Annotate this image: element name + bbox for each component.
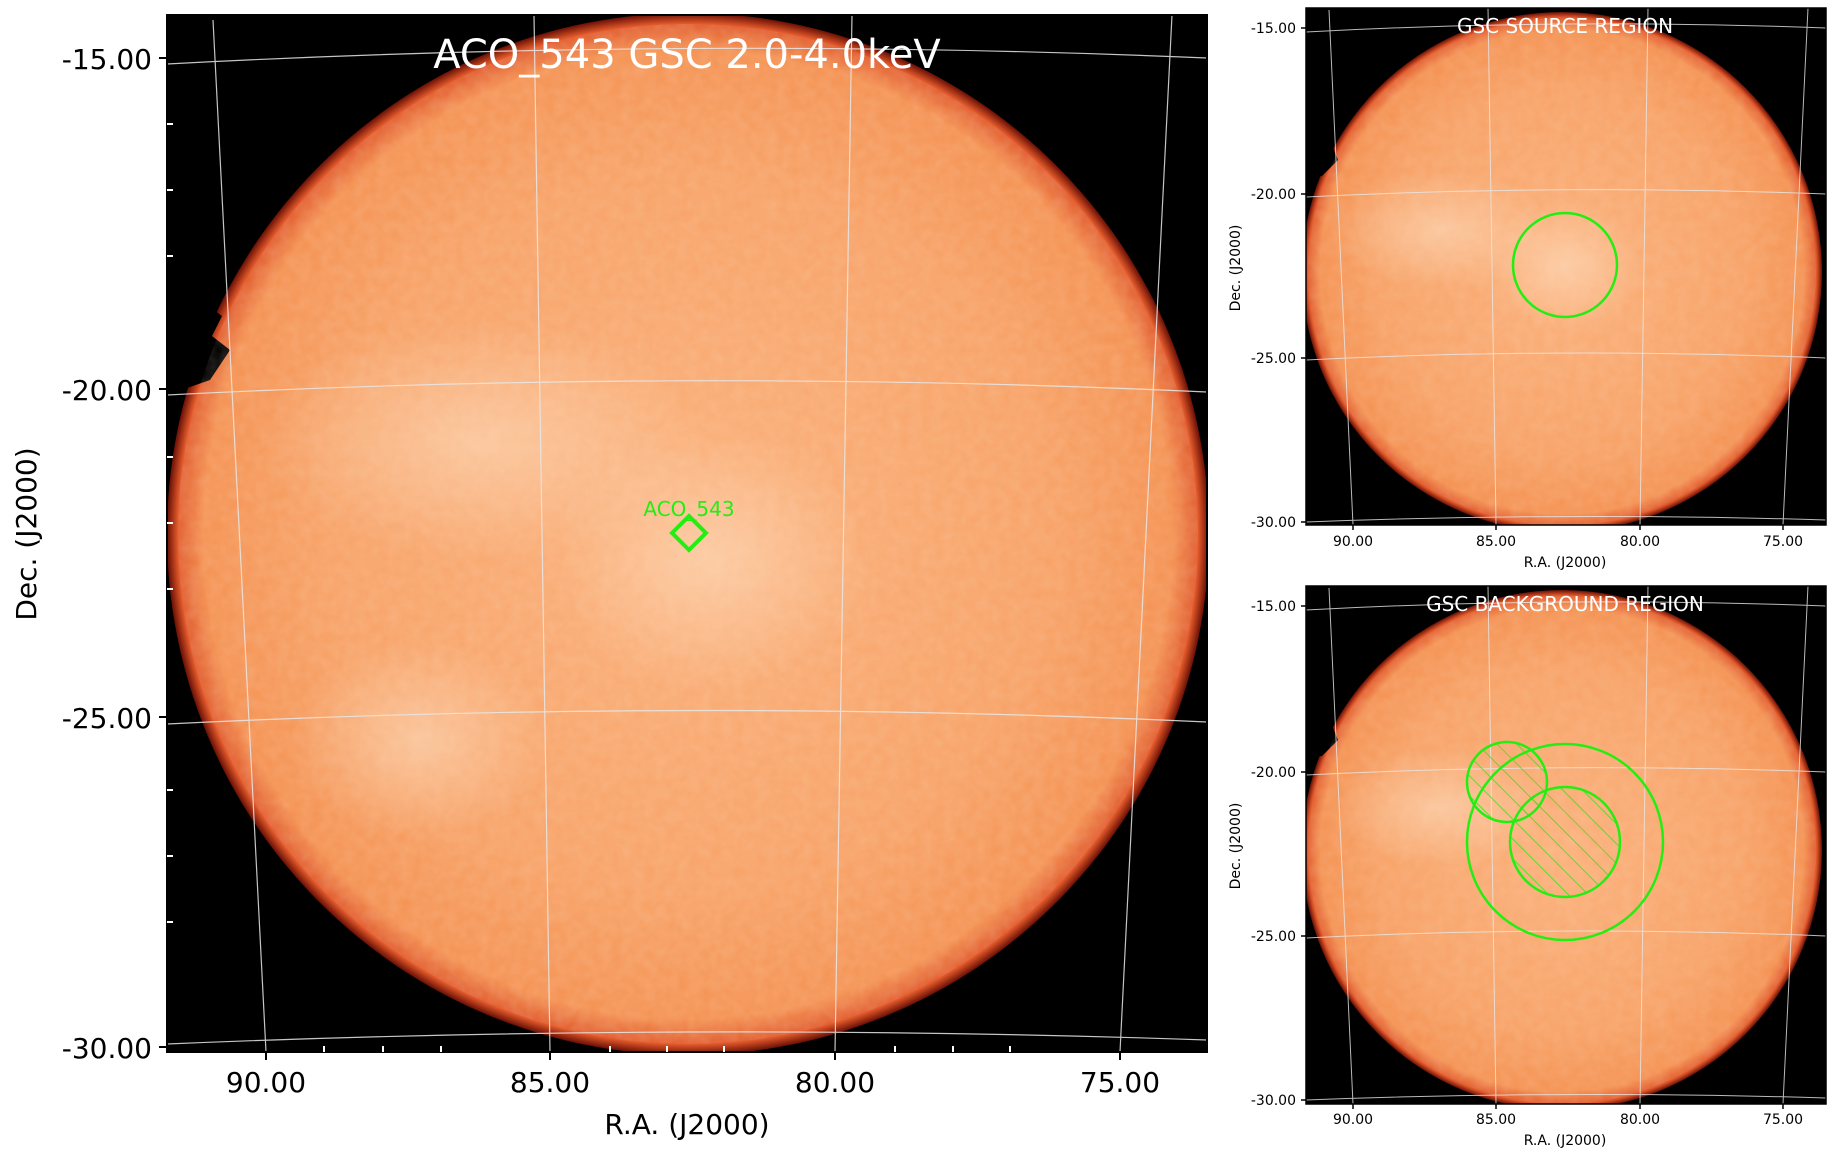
- source-axes-frame: [1305, 7, 1827, 526]
- source-xtick-label: 75.00: [1763, 534, 1803, 550]
- main-ylabel: Dec. (J2000): [10, 447, 43, 620]
- background-xlabel: R.A. (J2000): [1524, 1133, 1607, 1149]
- main-ytick-label: -30.00: [62, 1032, 152, 1065]
- background-coordinate-grid: [1306, 586, 1826, 1104]
- main-xtick-label: 90.00: [226, 1066, 306, 1099]
- main-ytick-label: -20.00: [62, 374, 152, 407]
- background-xtick-label: 90.00: [1333, 1112, 1373, 1128]
- background-axes-frame: [1305, 585, 1827, 1105]
- background-disk-notch: [1306, 720, 1338, 758]
- background-ytick-label: -30.00: [1251, 1093, 1296, 1109]
- background-region-panel: GSC BACKGROUND REGION -15.00 -20.00 -25.…: [1228, 585, 1827, 1149]
- source-major-ticks: [1301, 27, 1784, 530]
- source-ylabel: Dec. (J2000): [1228, 225, 1244, 312]
- source-ytick-label: -30.00: [1251, 515, 1296, 531]
- main-xtick-label: 80.00: [795, 1066, 875, 1099]
- main-minor-ticks: [167, 123, 1011, 1052]
- background-panel-title: GSC BACKGROUND REGION: [1426, 592, 1704, 616]
- main-xtick-label: 75.00: [1080, 1066, 1160, 1099]
- source-region-panel: GSC SOURCE REGION -15.00 -20.00 -25.00 -…: [1228, 7, 1827, 571]
- main-xlabel: R.A. (J2000): [604, 1108, 769, 1141]
- source-disk-notch: [1306, 140, 1338, 178]
- background-ytick-label: -25.00: [1251, 929, 1296, 945]
- main-coordinate-grid: [167, 15, 1207, 1052]
- main-panel: ACO_543 ACO_543 GSC 2.0-4.0keV -15.00 -2…: [10, 14, 1208, 1141]
- background-xtick-label: 80.00: [1620, 1112, 1660, 1128]
- background-ytick-label: -20.00: [1251, 765, 1296, 781]
- source-xtick-label: 80.00: [1620, 534, 1660, 550]
- source-xtick-label: 85.00: [1476, 534, 1516, 550]
- main-ytick-label: -25.00: [62, 702, 152, 735]
- background-xtick-label: 75.00: [1763, 1112, 1803, 1128]
- source-panel-title: GSC SOURCE REGION: [1457, 14, 1673, 38]
- main-brighter-region-lower: [290, 640, 550, 840]
- source-brighter-region-center: [1485, 200, 1645, 330]
- background-ylabel: Dec. (J2000): [1228, 803, 1244, 890]
- background-xtick-label: 85.00: [1476, 1112, 1516, 1128]
- main-axes-frame: [166, 14, 1208, 1053]
- source-ytick-label: -15.00: [1251, 21, 1296, 37]
- main-source-label: ACO_543: [643, 497, 734, 521]
- source-coordinate-grid: [1306, 8, 1826, 525]
- source-extraction-circle: [1511, 211, 1619, 319]
- main-source-marker: [669, 513, 709, 553]
- main-title: ACO_543 GSC 2.0-4.0keV: [433, 32, 941, 78]
- source-xtick-label: 90.00: [1333, 534, 1373, 550]
- source-ytick-label: -25.00: [1251, 351, 1296, 367]
- background-major-ticks: [1301, 605, 1784, 1109]
- background-excluded-circle-source: [1508, 785, 1622, 899]
- main-ytick-label: -15.00: [62, 43, 152, 76]
- source-ytick-label: -20.00: [1251, 187, 1296, 203]
- main-xtick-label: 85.00: [510, 1066, 590, 1099]
- main-brighter-region-center: [550, 430, 870, 690]
- source-xlabel: R.A. (J2000): [1524, 555, 1607, 571]
- background-annulus-circle: [1465, 742, 1665, 942]
- main-major-ticks: [159, 57, 1121, 1060]
- background-ytick-label: -15.00: [1251, 599, 1296, 615]
